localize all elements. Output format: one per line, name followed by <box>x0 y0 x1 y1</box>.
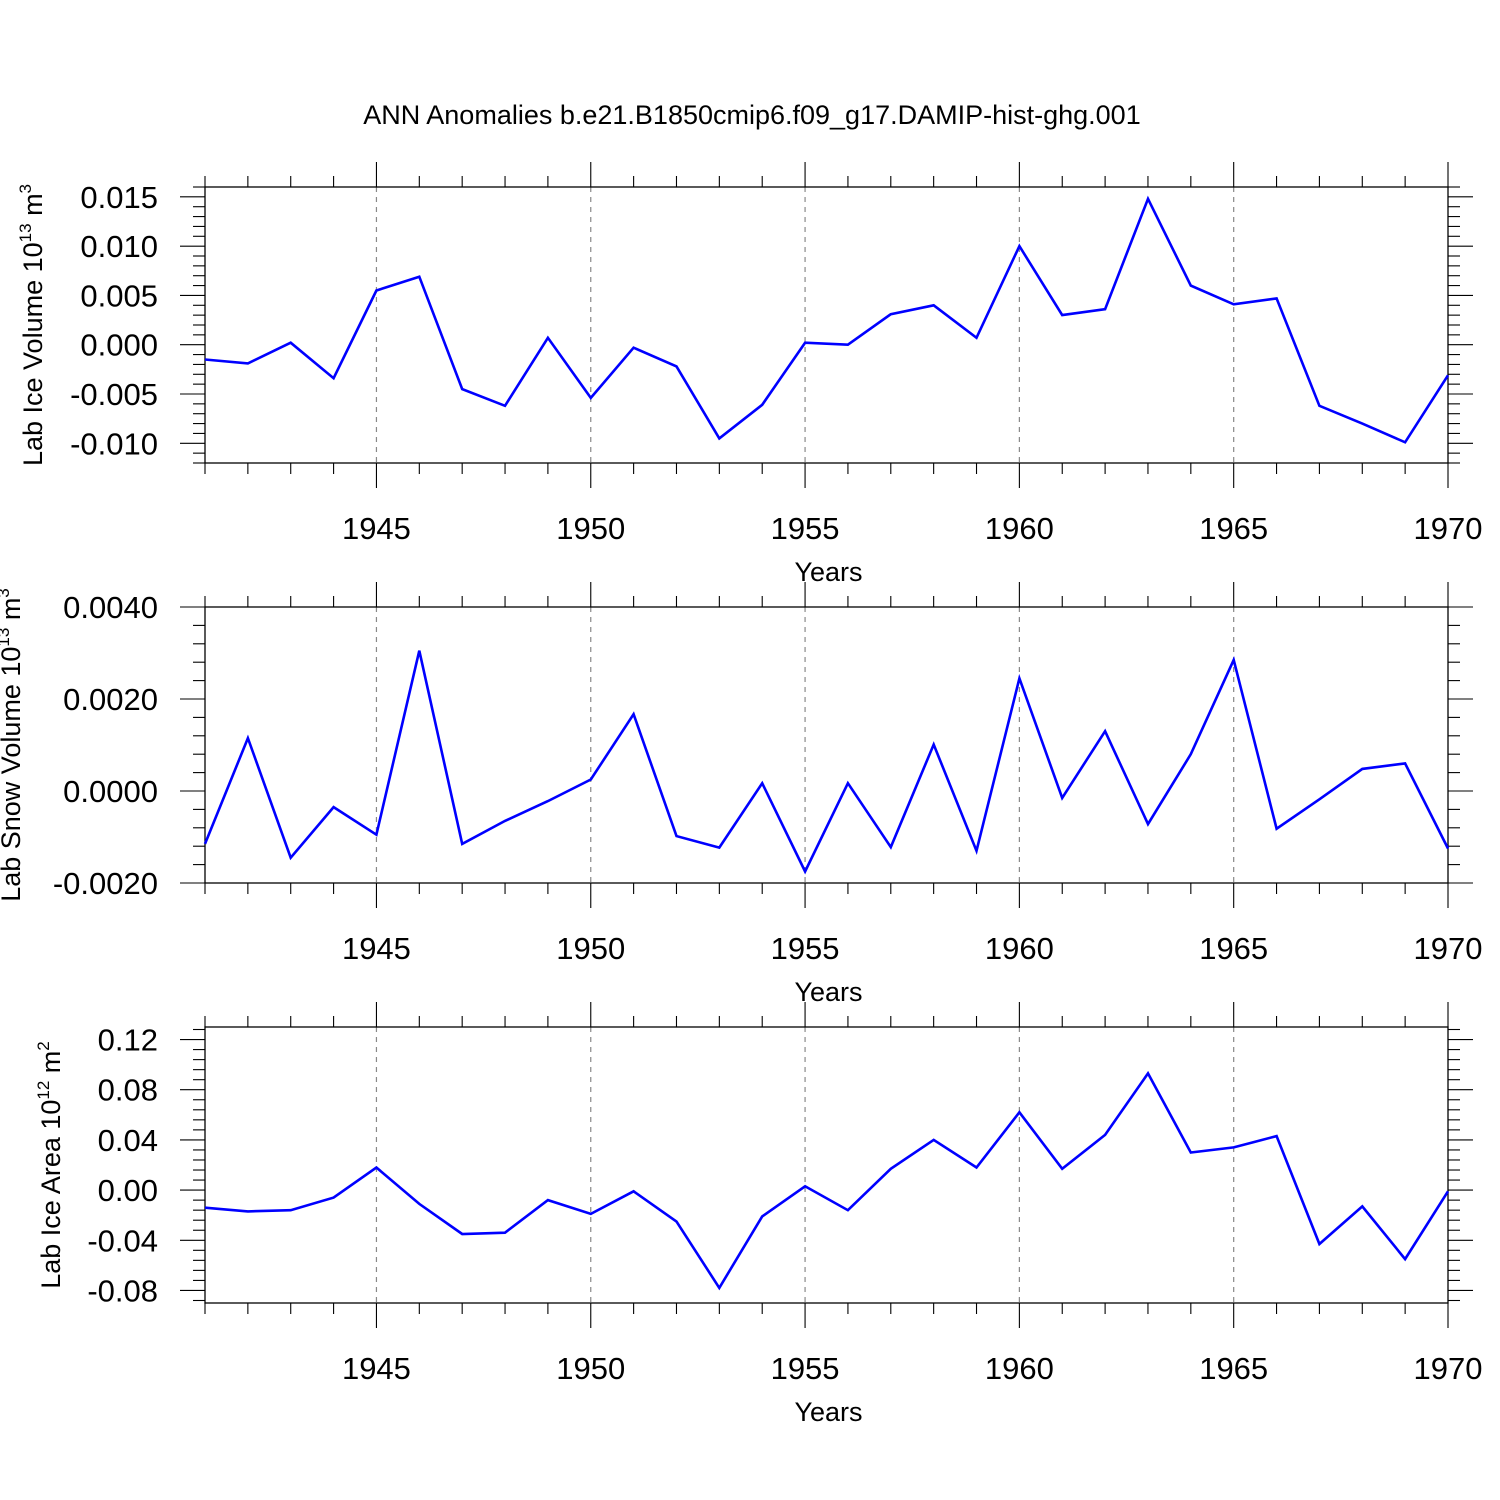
y-tick-label: 0.010 <box>80 229 158 264</box>
y-tick-label: -0.010 <box>70 426 158 461</box>
x-tick-label: 1950 <box>556 1351 625 1386</box>
x-tick-label: 1960 <box>985 931 1054 966</box>
y-axis-label-unit-exp: 2 <box>34 1041 53 1050</box>
y-axis-label-exp: 13 <box>16 223 35 242</box>
x-tick-label: 1955 <box>771 511 840 546</box>
y-axis-label-unit: m <box>36 1051 66 1081</box>
plot-frame <box>204 1026 1449 1304</box>
y-tick-label: 0.0000 <box>63 774 158 809</box>
chart-panel-1: 1945 1950 1955 1960 1965 1970 Years -0.010 -0.00… <box>16 162 1482 587</box>
y-axis-label-main: Lab Ice Volume 10 <box>18 242 48 466</box>
x-axis-label: Years <box>794 977 862 1007</box>
y-tick-label: 0.0020 <box>63 682 158 717</box>
y-axis-label-unit-exp: 3 <box>0 588 13 597</box>
chart-panel-2: 1945 1950 1955 1960 1965 1970 Years -0.0020 0.00… <box>0 582 1482 1007</box>
series-line <box>204 1070 1450 1291</box>
y-axis-label: Lab Ice Area 1012 m2 <box>34 1041 66 1289</box>
figure-title: ANN Anomalies b.e21.B1850cmip6.f09_g17.D… <box>363 100 1140 130</box>
x-tick-label: 1960 <box>985 1351 1054 1386</box>
y-axis-label: Lab Ice Volume 1013 m3 <box>16 184 48 466</box>
y-axis-label-unit: m <box>0 598 26 628</box>
y-tick-label: -0.08 <box>87 1273 158 1308</box>
x-tick-label: 1965 <box>1199 511 1268 546</box>
y-tick-label: -0.005 <box>70 377 158 412</box>
y-tick-label: 0.04 <box>98 1123 158 1158</box>
series-line <box>204 195 1450 444</box>
x-tick-label: 1945 <box>342 1351 411 1386</box>
x-tick-label: 1955 <box>771 931 840 966</box>
y-tick-label: 0.0040 <box>63 590 158 625</box>
plot-frame <box>204 606 1449 884</box>
y-axis-label-main: Lab Ice Area 10 <box>36 1100 66 1289</box>
x-tick-label: 1945 <box>342 931 411 966</box>
x-axis-label: Years <box>794 1397 862 1427</box>
y-tick-label: 0.000 <box>80 328 158 363</box>
plot-frame <box>204 186 1449 464</box>
x-tick-label: 1970 <box>1414 511 1483 546</box>
series-line <box>203 650 1450 875</box>
y-tick-label: 0.00 <box>98 1173 158 1208</box>
x-tick-label: 1945 <box>342 511 411 546</box>
y-tick-label: 0.015 <box>80 180 158 215</box>
y-axis-label-exp: 13 <box>0 628 13 647</box>
y-axis-label-unit: m <box>18 193 48 223</box>
chart-panel-3: 1945 1950 1955 1960 1965 1970 Years -0.08 -0.04 0… <box>34 1002 1482 1427</box>
x-axis-label: Years <box>794 557 862 587</box>
y-tick-label: -0.04 <box>87 1223 158 1258</box>
x-tick-label: 1965 <box>1199 1351 1268 1386</box>
y-axis-label: Lab Snow Volume 1013 m3 <box>0 588 26 902</box>
x-tick-label: 1955 <box>771 1351 840 1386</box>
x-tick-label: 1950 <box>556 931 625 966</box>
x-tick-label: 1950 <box>556 511 625 546</box>
y-axis-label-unit-exp: 3 <box>16 184 35 193</box>
y-axis-label-exp: 12 <box>34 1081 53 1100</box>
y-tick-label: -0.0020 <box>53 866 158 901</box>
x-tick-label: 1970 <box>1414 931 1483 966</box>
x-tick-label: 1970 <box>1414 1351 1483 1386</box>
chart-panels: 1945 1950 1955 1960 1965 1970 Years -0.010 -0.00… <box>0 162 1482 1427</box>
y-tick-label: 0.12 <box>98 1023 158 1058</box>
x-tick-label: 1965 <box>1199 931 1268 966</box>
x-tick-label: 1960 <box>985 511 1054 546</box>
y-tick-label: 0.08 <box>98 1073 158 1108</box>
y-tick-label: 0.005 <box>80 278 158 313</box>
y-axis-label-main: Lab Snow Volume 10 <box>0 647 26 902</box>
